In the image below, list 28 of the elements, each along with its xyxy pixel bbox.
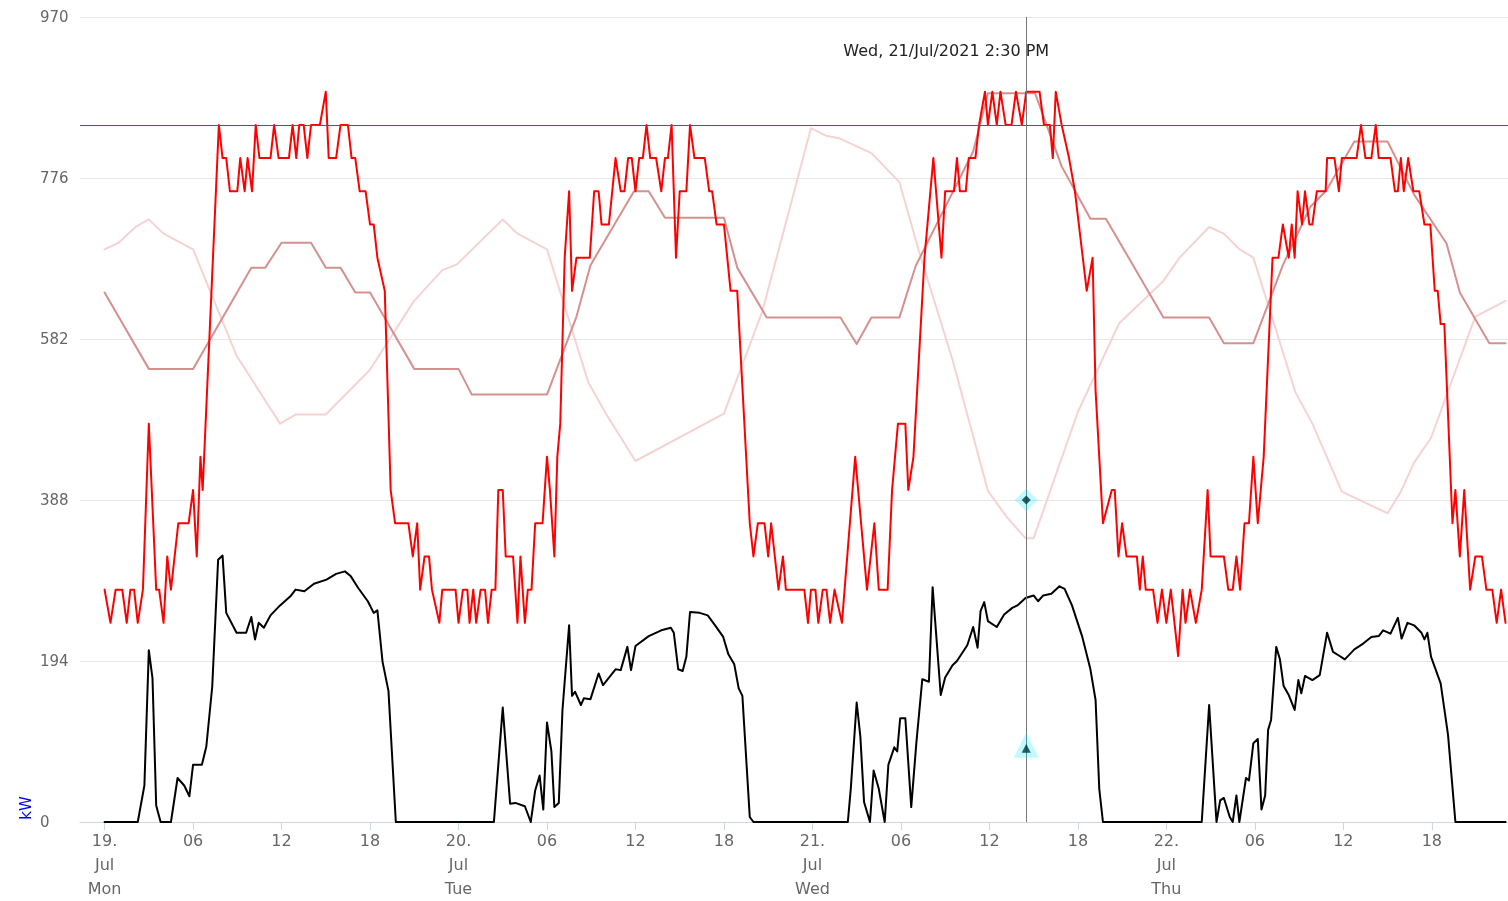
ref-line-label: Wed, 21/Jul/2021 2:30 PM — [843, 40, 1050, 60]
x-tick-label: 18 — [1421, 830, 1442, 850]
x-tick-label: 06 — [182, 830, 204, 850]
x-tick-label: 12 — [979, 830, 1000, 850]
x-tick-label: 18 — [1067, 830, 1089, 850]
x-tick-label: 22. Jul Thu — [1150, 830, 1182, 898]
x-tick-label: 12 — [271, 830, 292, 850]
line-series — [103, 90, 1507, 658]
y-tick-label: 0 — [40, 813, 50, 831]
line-series — [103, 127, 1507, 540]
y-tick-label: 776 — [40, 169, 69, 187]
y-axis-title: kW — [17, 796, 35, 820]
x-tick-label: 21. Jul Wed — [794, 830, 830, 898]
x-tick-label: 06 — [1244, 830, 1266, 850]
line-series — [103, 554, 1507, 823]
x-tick-label: 18 — [713, 830, 735, 850]
x-tick-label: 06 — [536, 830, 558, 850]
x-tick-label: 20. Jul Tue — [443, 830, 473, 898]
x-tick-label: 18 — [359, 830, 381, 850]
y-tick-label: 582 — [40, 330, 69, 348]
x-tick-label: 12 — [1333, 830, 1354, 850]
y-tick-label: 970 — [40, 8, 69, 26]
line-series — [103, 92, 1507, 396]
x-tick-label: 19. Jul Mon — [87, 830, 122, 898]
x-tick-label: 06 — [890, 830, 912, 850]
x-tick-label: 12 — [625, 830, 646, 850]
y-tick-label: 388 — [40, 491, 69, 509]
y-tick-label: 194 — [40, 652, 69, 670]
